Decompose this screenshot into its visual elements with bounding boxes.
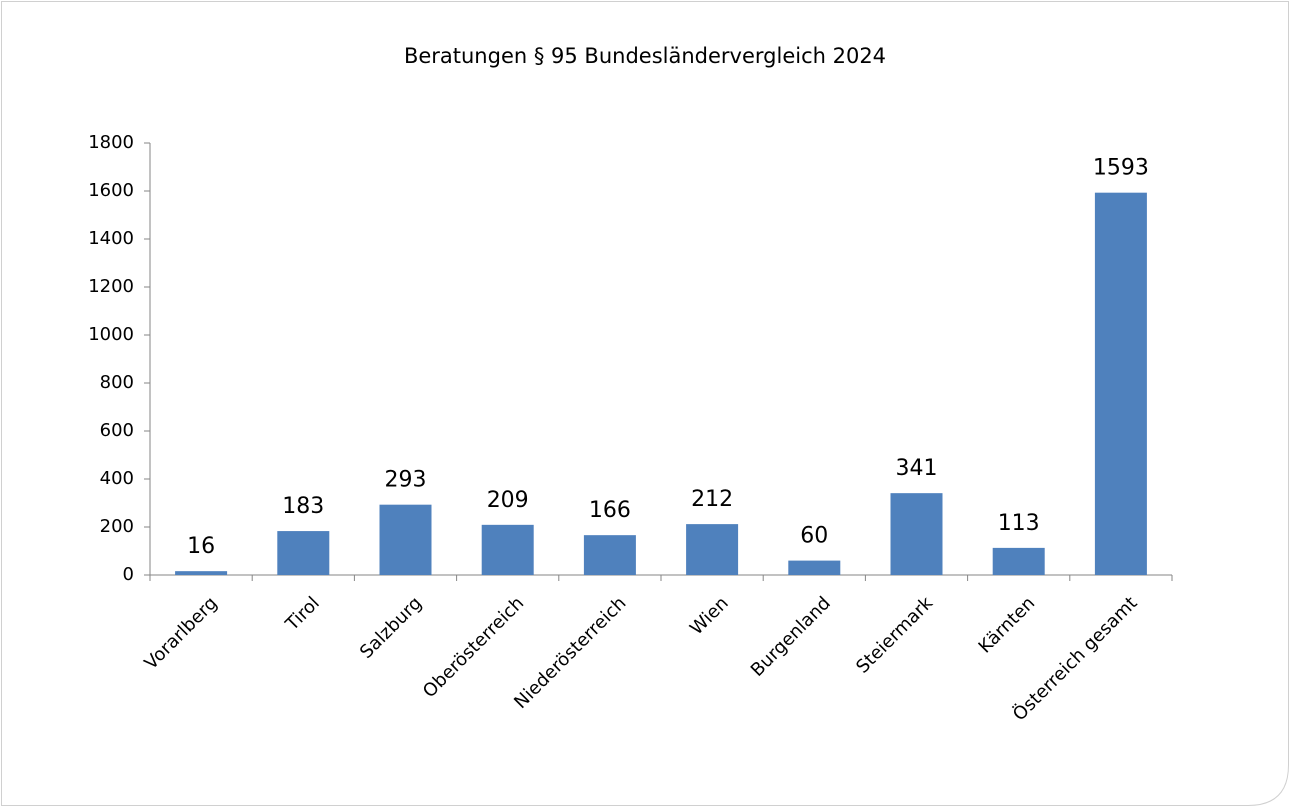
data-label: 60	[800, 524, 828, 549]
bar	[992, 547, 1045, 575]
data-label: 209	[487, 488, 529, 513]
data-label: 1593	[1093, 156, 1149, 181]
y-tick-label: 1000	[88, 324, 134, 345]
data-label: 341	[896, 456, 938, 481]
bar	[379, 504, 432, 575]
y-tick-label: 1600	[88, 180, 134, 201]
bar	[481, 524, 534, 575]
bar	[788, 560, 841, 575]
bar	[1094, 192, 1147, 575]
data-label: 113	[998, 511, 1040, 536]
y-tick-label: 0	[123, 564, 134, 585]
y-tick-label: 400	[100, 468, 134, 489]
y-tick-label: 1800	[88, 132, 134, 153]
bar	[686, 524, 739, 575]
y-tick-label: 600	[100, 420, 134, 441]
y-tick-label: 200	[100, 516, 134, 537]
data-label: 212	[691, 487, 733, 512]
data-label: 183	[282, 494, 324, 519]
bar	[277, 531, 330, 575]
bar	[890, 493, 943, 575]
data-label: 166	[589, 498, 631, 523]
y-tick-label: 1200	[88, 276, 134, 297]
bar	[583, 535, 636, 575]
data-label: 16	[187, 534, 215, 559]
data-label: 293	[385, 468, 427, 493]
bar	[175, 571, 228, 575]
y-tick-label: 1400	[88, 228, 134, 249]
chart-title: Beratungen § 95 Bundesländervergleich 20…	[404, 44, 886, 68]
y-tick-label: 800	[100, 372, 134, 393]
